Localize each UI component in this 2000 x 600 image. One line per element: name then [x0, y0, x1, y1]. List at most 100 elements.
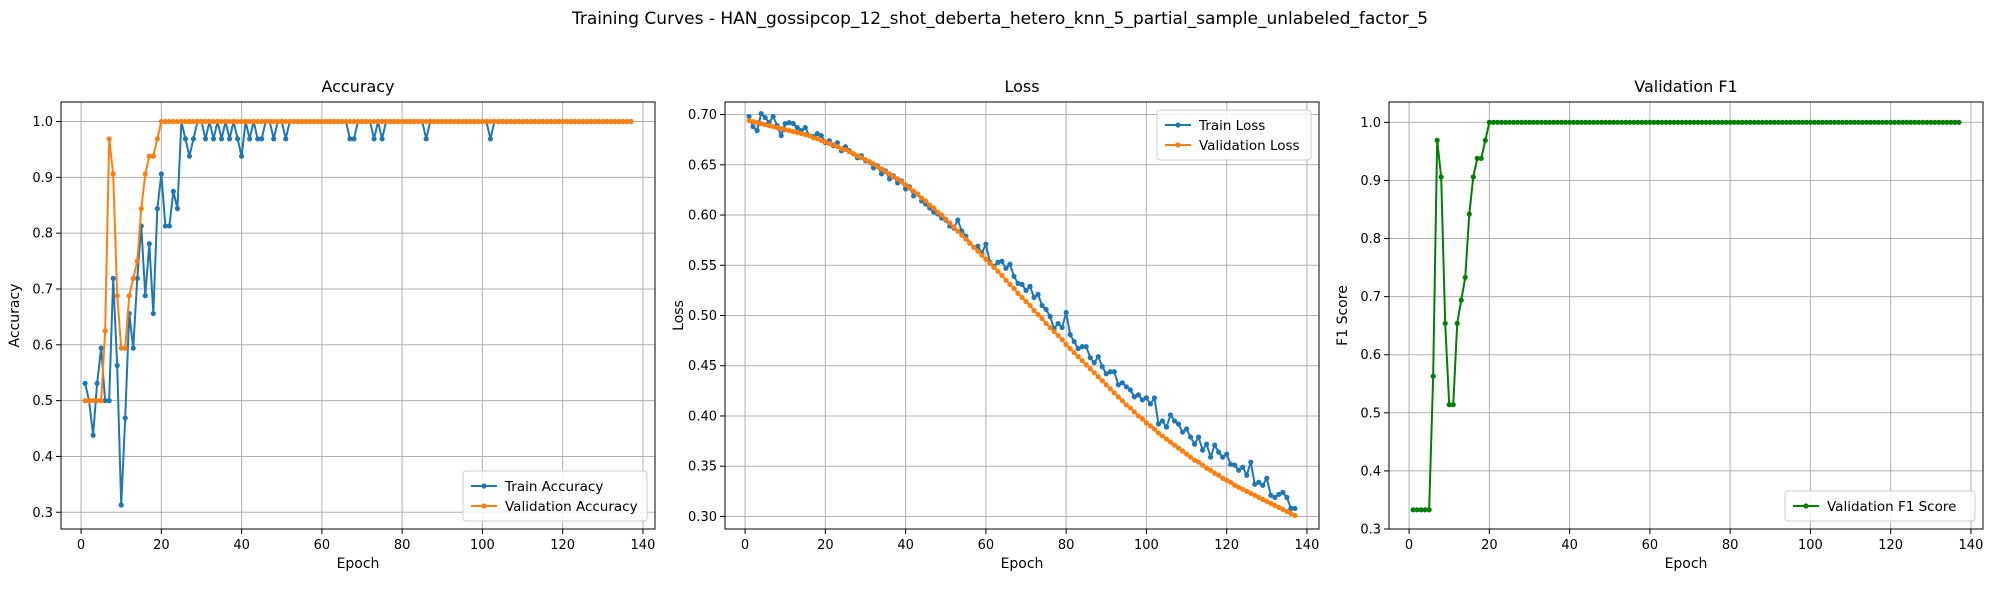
data-point	[1067, 331, 1073, 338]
data-point	[1486, 119, 1492, 125]
data-point	[1123, 384, 1129, 390]
data-point	[1607, 119, 1613, 125]
data-point	[1751, 119, 1757, 125]
data-point	[423, 118, 429, 125]
data-point	[110, 275, 116, 281]
x-tick-label: 0	[1405, 538, 1413, 553]
y-tick-label: 0.9	[32, 171, 53, 186]
data-point	[814, 131, 820, 137]
data-point	[170, 118, 176, 125]
data-point	[750, 118, 756, 125]
x-tick-label: 20	[1481, 538, 1498, 553]
data-point	[271, 136, 277, 142]
data-point	[1224, 451, 1230, 457]
data-point	[1707, 119, 1713, 125]
data-point	[122, 345, 128, 351]
y-tick-label: 0.6	[32, 338, 53, 353]
data-point	[130, 345, 136, 351]
data-point	[1518, 119, 1525, 125]
data-point	[890, 174, 897, 180]
data-point	[1123, 402, 1129, 408]
data-point	[1027, 302, 1033, 309]
data-point	[451, 118, 457, 125]
legend-box	[462, 470, 648, 522]
data-point	[251, 118, 257, 125]
x-axis-label: Epoch	[337, 556, 380, 572]
data-point	[1111, 390, 1117, 396]
x-tick-label: 20	[153, 538, 170, 553]
data-point	[1422, 507, 1428, 513]
data-point	[1276, 491, 1282, 497]
data-point	[1212, 442, 1218, 448]
data-point	[1039, 315, 1045, 322]
data-point	[1071, 350, 1077, 356]
data-point	[1864, 119, 1870, 125]
data-point	[1470, 174, 1476, 180]
data-point	[483, 118, 490, 125]
data-point	[1115, 394, 1121, 400]
data-point	[1059, 337, 1065, 343]
data-point	[1855, 119, 1862, 125]
data-point	[911, 188, 917, 194]
data-point	[1151, 426, 1158, 432]
data-point	[347, 136, 353, 142]
data-point	[267, 118, 273, 125]
figure-suptitle: Training Curves - HAN_gossipcop_12_shot_…	[571, 9, 1429, 29]
y-tick-label: 0.30	[688, 510, 717, 525]
data-point	[1292, 512, 1298, 519]
data-point	[1663, 119, 1669, 125]
y-tick-label: 0.45	[688, 359, 717, 374]
data-point	[1583, 119, 1589, 125]
data-point	[259, 136, 265, 142]
y-tick-label: 0.60	[688, 209, 717, 224]
data-point	[239, 153, 245, 159]
data-point	[198, 118, 205, 125]
data-point	[86, 398, 92, 404]
data-point	[1256, 479, 1262, 485]
data-point	[1216, 449, 1222, 455]
data-point	[363, 118, 369, 125]
data-point	[1075, 354, 1081, 360]
x-tick-label: 140	[1295, 538, 1320, 553]
data-point	[544, 118, 550, 125]
data-point	[1147, 401, 1154, 407]
data-point	[1478, 155, 1484, 161]
data-point	[1888, 119, 1894, 125]
data-point	[186, 153, 193, 159]
data-point	[995, 268, 1001, 274]
data-point	[1019, 281, 1025, 287]
data-point	[1699, 119, 1705, 125]
data-point	[1940, 119, 1946, 125]
data-point	[886, 176, 893, 182]
data-point	[1695, 119, 1701, 125]
data-point	[1240, 486, 1246, 492]
data-point	[1175, 445, 1182, 451]
data-point	[1228, 461, 1234, 467]
data-point	[431, 118, 437, 125]
x-tick-label: 100	[470, 538, 495, 553]
data-point	[311, 118, 317, 125]
y-tick-label: 0.8	[32, 227, 53, 242]
legend-swatch-marker	[1175, 142, 1181, 148]
data-point	[1039, 302, 1045, 309]
data-point	[1831, 119, 1838, 125]
legend-swatch-marker	[1803, 503, 1809, 509]
data-point	[1159, 433, 1166, 439]
data-point	[134, 275, 140, 281]
data-point	[479, 118, 486, 125]
data-point	[1091, 370, 1097, 376]
data-point	[1248, 490, 1254, 496]
data-point	[1143, 420, 1150, 426]
x-tick-label: 80	[1058, 538, 1075, 553]
data-point	[866, 159, 873, 165]
data-point	[1187, 454, 1194, 460]
data-point	[1204, 441, 1210, 447]
data-point	[971, 244, 977, 250]
data-point	[1288, 510, 1294, 517]
data-point	[790, 129, 796, 135]
data-point	[1163, 424, 1170, 430]
data-point	[1023, 298, 1029, 305]
data-point	[834, 144, 840, 150]
